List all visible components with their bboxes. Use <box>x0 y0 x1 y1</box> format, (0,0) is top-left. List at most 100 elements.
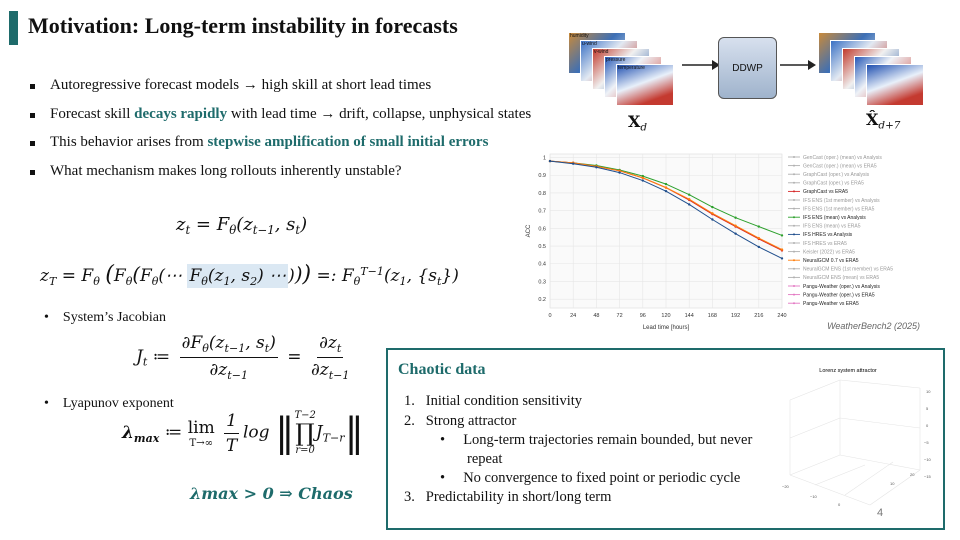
legend-marker <box>793 164 795 167</box>
series-point-2 <box>757 236 760 240</box>
legend-entry: GraphCast (oper.) vs ERA5 <box>803 181 864 187</box>
legend-entry: Pangu-Weather vs ERA5 <box>803 301 859 307</box>
legend-entry: IFS ENS (mean) vs Analysis <box>803 215 866 221</box>
slide-title: Motivation: Long-term instability in for… <box>28 13 458 38</box>
series-point-2 <box>780 248 784 251</box>
series-point-0 <box>711 205 714 209</box>
equation-recurrence: zt = Fθ(zt−1, st) <box>176 214 308 238</box>
legend-marker <box>793 259 795 262</box>
series-point-3 <box>688 203 691 206</box>
series-point-3 <box>664 189 668 193</box>
x-tick-label: 192 <box>731 313 740 319</box>
chaos-condition: λmax > 0 ⇒ Chaos <box>190 484 353 503</box>
legend-entry: GraphCast vs ERA5 <box>803 189 848 195</box>
svg-text:−5: −5 <box>924 440 929 445</box>
legend-entry: IFS HRES vs ERA5 <box>803 241 847 247</box>
y-tick-label: 0.4 <box>538 262 546 268</box>
svg-text:10: 10 <box>926 389 931 394</box>
chaotic-data-box <box>386 348 945 530</box>
y-tick-label: 0.6 <box>538 226 546 232</box>
series-point-3 <box>548 159 552 163</box>
label-pressure: pressure <box>606 57 626 63</box>
legend-marker <box>793 190 795 193</box>
label-v-wind: v-wind <box>594 49 609 55</box>
output-label: X̂d+7 <box>866 110 901 132</box>
input-label: Xd <box>628 112 648 134</box>
legend-marker <box>793 250 795 253</box>
x-tick-label: 240 <box>777 313 786 319</box>
y-tick-label: 0.2 <box>538 297 546 303</box>
title-accent-bar <box>9 11 18 45</box>
legend-entry: NeuralGCM 0.7 vs ERA5 <box>803 258 859 264</box>
highlight-amplification: stepwise amplification of small initial … <box>207 134 489 150</box>
svg-text:0: 0 <box>838 502 841 507</box>
chart-source: WeatherBench2 (2025) <box>827 321 920 331</box>
y-axis-label: ACC <box>526 224 532 237</box>
series-point-2 <box>641 176 644 180</box>
label-humidity: humidity <box>570 33 589 39</box>
series-point-2 <box>711 212 714 215</box>
bullet-2: Forecast skill decays rapidly with lead … <box>28 106 588 135</box>
series-point-3 <box>618 171 621 174</box>
series-point-2 <box>618 169 621 173</box>
label-temperature: temperature <box>618 65 645 71</box>
bullet-3: This behavior arises from stepwise ampli… <box>28 134 588 163</box>
svg-text:−15: −15 <box>924 474 932 479</box>
legend-marker <box>793 285 795 287</box>
series-point-3 <box>757 245 760 249</box>
chaotic-subitem-1-cont: repeat <box>467 451 503 467</box>
legend-entry: GenCast (oper.) (mean) vs ERA5 <box>803 163 877 169</box>
x-tick-label: 72 <box>617 313 623 319</box>
bullet-list: Autoregressive forecast models → high sk… <box>28 77 588 191</box>
series-point-3 <box>734 232 737 235</box>
legend-marker <box>793 293 795 296</box>
series-point-0 <box>734 216 737 219</box>
legend-entry: NeuralGCM ENS (1st member) vs ERA5 <box>803 267 893 273</box>
legend-marker <box>793 302 795 305</box>
sub-bullet-jacobian: System’s Jacobian <box>44 310 166 326</box>
svg-text:10: 10 <box>890 481 895 486</box>
x-tick-label: 168 <box>708 313 717 319</box>
series-point-0 <box>757 225 760 228</box>
series-point-2 <box>664 186 668 189</box>
legend-entry: Pangu-Weather (oper.) vs ERA5 <box>803 292 875 298</box>
arrow-to-model <box>682 60 720 70</box>
legend-marker <box>793 207 795 210</box>
stack-layer-5 <box>616 64 674 106</box>
chaotic-item-3: 3. Predictability in short/long term <box>404 489 612 505</box>
series-point-2 <box>734 224 737 227</box>
series-point-3 <box>595 166 598 169</box>
series-point-0 <box>641 174 644 178</box>
label-u-wind: u-wind <box>582 41 597 47</box>
legend-entry: GraphCast (oper.) vs Analysis <box>803 172 870 178</box>
equation-jacobian: Jt ≔ ∂Fθ(zt−1, st) ∂zt−1 = ∂zt ∂zt−1 <box>136 333 350 382</box>
legend-marker <box>793 181 795 184</box>
series-point-3 <box>572 162 575 165</box>
lorenz-attractor-plot: Lorenz system attractor 10 5 0 −5 −10 −1… <box>782 368 932 507</box>
chaotic-item-1: 1. Initial condition sensitivity <box>404 393 583 409</box>
x-tick-label: 96 <box>640 313 646 319</box>
legend-marker <box>793 267 795 270</box>
svg-text:0: 0 <box>926 423 929 428</box>
legend-marker <box>793 173 795 176</box>
y-tick-label: 0.9 <box>538 173 546 179</box>
legend-entry: Keisler (2022) vs ERA5 <box>803 249 855 255</box>
lorenz-ticks: 10 5 0 −5 −10 −15 −20 −10 0 10 20 <box>782 389 932 507</box>
x-tick-label: 24 <box>570 313 576 319</box>
series-point-0 <box>688 193 691 196</box>
legend-marker <box>793 224 795 227</box>
legend-entry: IFS ENS (mean) vs ERA5 <box>803 224 861 230</box>
highlight-decays: decays rapidly <box>134 105 228 122</box>
legend-marker <box>793 156 795 158</box>
series-point-0 <box>664 182 668 186</box>
series-point-3 <box>641 179 644 182</box>
acc-line-chart: 0.2 0.3 0.4 0.5 0.6 0.7 0.8 0.9 1 0 24 48 72 96 120 144… <box>526 153 920 331</box>
svg-text:5: 5 <box>926 406 929 411</box>
legend-marker <box>793 216 795 219</box>
series-point-3 <box>780 257 784 260</box>
chaotic-subitem-2: • No convergence to fixed point or perio… <box>440 470 741 486</box>
lorenz-grid <box>789 379 921 506</box>
equation-rollout: zT = Fθ (Fθ(Fθ(⋯ Fθ(z1, s2) ⋯))) =: FθT−… <box>40 261 459 288</box>
y-tick-label: 0.8 <box>538 191 546 197</box>
